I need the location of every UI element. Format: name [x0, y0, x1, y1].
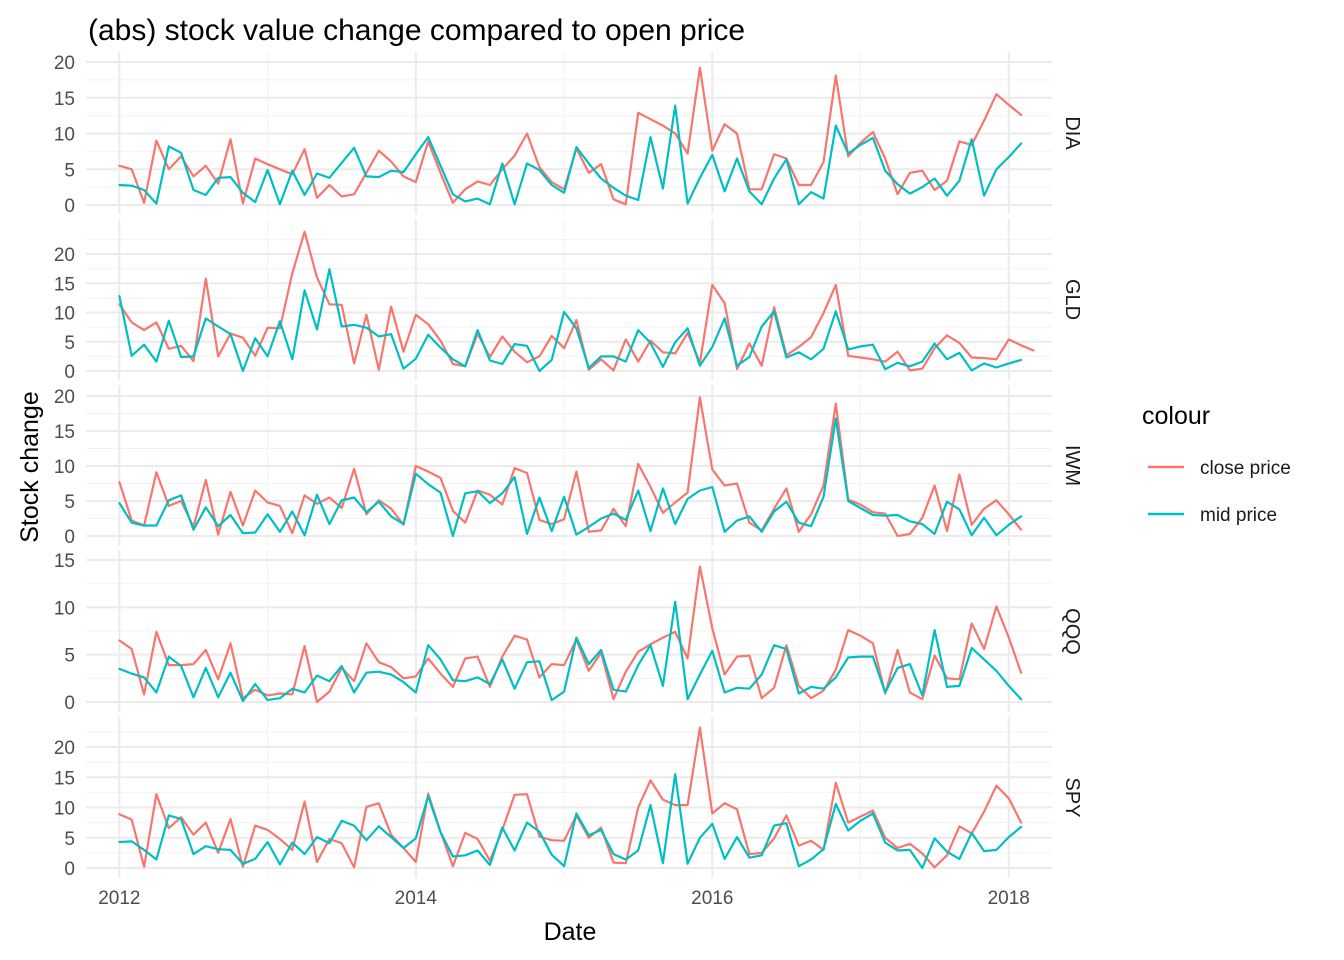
- y-tick-label: 5: [64, 829, 75, 850]
- facet-label-dia: DIA: [1061, 116, 1083, 150]
- facet-label-iwm: IWM: [1061, 445, 1083, 486]
- facet-label-spy: SPY: [1061, 777, 1083, 817]
- panel-dia: 0 5 10 15 20: [54, 52, 1052, 217]
- y-tick-label: 15: [54, 89, 75, 110]
- y-tick-label: 5: [64, 333, 75, 354]
- legend: colour close price mid price: [1142, 402, 1291, 526]
- legend-label-close-price: close price: [1200, 458, 1291, 479]
- y-tick-label: 10: [54, 304, 75, 325]
- y-tick-label: 5: [64, 646, 75, 667]
- facet-label-qqq: QQQ: [1061, 608, 1083, 655]
- x-tick-label: 2018: [988, 888, 1030, 909]
- panel-iwm: 0 5 10 15 20: [54, 385, 1052, 548]
- x-axis-title: Date: [544, 918, 597, 946]
- facet-panels: 0 5 10 15 20 0 5 10 15 20 0 5 10 15 20 0 5 10 15 0 5 10 15 20: [54, 52, 1052, 880]
- chart-title: (abs) stock value change compared to ope…: [88, 14, 745, 47]
- y-tick-label: 15: [54, 422, 75, 443]
- series-line-close-price-iwm: [118, 396, 1023, 538]
- y-tick-label: 0: [64, 196, 75, 217]
- legend-label-mid-price: mid price: [1200, 505, 1277, 526]
- y-tick-label: 10: [54, 125, 75, 146]
- facet-label-gld: GLD: [1061, 279, 1083, 320]
- x-tick-label: 2014: [395, 888, 438, 909]
- legend-entries: close price mid price: [1148, 458, 1291, 526]
- y-tick-label: 20: [54, 245, 75, 266]
- series-line-mid-price-gld: [118, 268, 1023, 373]
- y-tick-label: 10: [54, 799, 75, 820]
- x-tick-label: 2016: [691, 888, 733, 909]
- y-tick-label: 20: [54, 53, 75, 74]
- y-tick-label: 0: [64, 527, 75, 548]
- series-line-close-price-qqq: [118, 565, 1023, 704]
- series-line-mid-price-dia: [118, 104, 1023, 206]
- y-tick-label: 0: [64, 859, 75, 880]
- y-tick-label: 0: [64, 362, 75, 383]
- series-line-mid-price-qqq: [118, 600, 1023, 703]
- panel-spy: 0 5 10 15 20: [54, 717, 1052, 880]
- y-tick-label: 20: [54, 387, 75, 408]
- series-line-mid-price-spy: [118, 773, 1023, 870]
- y-tick-label: 15: [54, 768, 75, 789]
- y-tick-label: 5: [64, 160, 75, 181]
- y-tick-label: 0: [64, 693, 75, 714]
- x-axis-ticks: 2012 2014 2016 2018: [98, 888, 1030, 909]
- y-tick-label: 10: [54, 457, 75, 478]
- y-tick-label: 15: [54, 551, 75, 572]
- panel-qqq: 0 5 10 15: [54, 551, 1052, 714]
- facet-strip-labels: DIA GLD IWM QQQ SPY: [1061, 116, 1083, 817]
- y-tick-label: 10: [54, 598, 75, 619]
- y-tick-label: 5: [64, 492, 75, 513]
- y-tick-label: 20: [54, 738, 75, 759]
- x-tick-label: 2012: [98, 888, 140, 909]
- y-axis-title: Stock change: [16, 391, 44, 543]
- series-line-close-price-gld: [118, 230, 1035, 372]
- y-tick-label: 15: [54, 274, 75, 295]
- series-line-mid-price-iwm: [118, 417, 1023, 538]
- panel-gld: 0 5 10 15 20: [54, 219, 1052, 383]
- series-line-close-price-spy: [118, 726, 1023, 869]
- series-line-close-price-dia: [118, 66, 1023, 206]
- legend-title: colour: [1142, 402, 1210, 430]
